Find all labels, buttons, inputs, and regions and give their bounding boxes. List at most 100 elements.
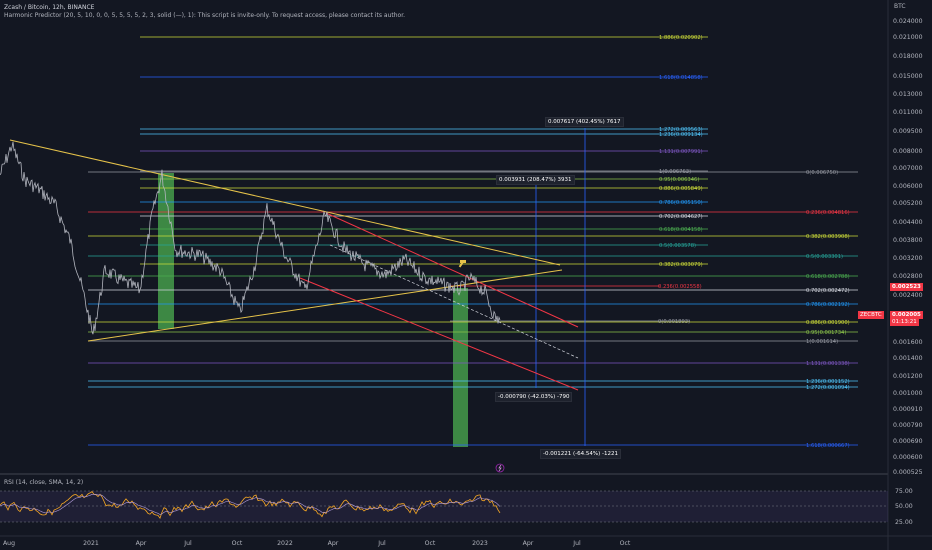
price-axis-tick: 0.007000	[893, 165, 923, 172]
time-axis-tick: 2022	[277, 540, 293, 547]
fib-right-label: 0.618(0.002788)	[806, 274, 850, 280]
fib-lines-left	[140, 36, 708, 265]
fib-left-label: 0.382(0.003079)	[659, 262, 703, 268]
fib-right-label: 1.272(0.001094)	[806, 385, 850, 391]
fib-lines-right	[88, 171, 858, 446]
fib-right-label: 0.702(0.002472)	[806, 288, 850, 294]
rsi-axis: 75.00 50.00 25.00	[895, 488, 913, 526]
price-axis-tick: 0.006000	[893, 183, 923, 190]
rsi-pane[interactable]	[0, 475, 888, 535]
price-axis-tick: 0.000600	[893, 454, 923, 461]
price-axis-tick: 0.000910	[893, 406, 923, 413]
fib-right-label: 0.236(0.004816)	[806, 210, 850, 216]
price-axis-tick: 0.015000	[893, 73, 923, 80]
measure-lines[interactable]	[535, 128, 586, 446]
time-axis-tick: Aug	[3, 540, 15, 547]
indicator-title: Harmonic Predictor (20, 5, 10, 0, 0, 5, …	[4, 12, 406, 19]
fib-right-label: 1.618(0.000667)	[806, 443, 850, 449]
fib-right-labels: 0(0.006750) 0.236(0.004816) 0.382(0.003908…	[806, 170, 850, 449]
time-axis-tick: 2021	[83, 540, 99, 547]
last-price-tag[interactable]: 0.002523	[890, 283, 923, 291]
fib-left-label: 1(0.006763)	[659, 169, 691, 175]
price-line[interactable]	[0, 141, 501, 335]
rsi-axis-tick: 25.00	[895, 519, 913, 526]
price-axis[interactable]: 0.024000 0.021000 0.018000 0.015000 0.013000…	[893, 18, 923, 476]
fib-left-label: 1.618(0.014858)	[659, 75, 703, 81]
price-axis-tick: 0.002400	[893, 292, 923, 299]
fib-left-label: 0.786(0.005150)	[659, 200, 703, 206]
fib-left-label: 1.886(0.020902)	[659, 35, 703, 41]
price-axis-tick: 0.011000	[893, 109, 923, 116]
price-axis-tick: 0.001200	[893, 373, 923, 380]
price-axis-tick: 0.009500	[893, 128, 923, 135]
fib-left-labels: 1.886(0.020902) 1.618(0.014858) 1.272(0.00…	[659, 35, 703, 268]
highlight-box-1[interactable]	[158, 173, 174, 329]
fib-right-label: 0.5(0.003301)	[806, 254, 843, 260]
time-axis-tick: Apr	[523, 540, 534, 547]
price-axis-tick: 0.024000	[893, 18, 923, 25]
time-axis-tick: Jul	[572, 540, 581, 547]
fib-left-label: 0.95(0.006346)	[659, 177, 699, 183]
lightning-icon[interactable]	[495, 463, 505, 473]
time-axis-tick: Apr	[136, 540, 147, 547]
fib-left-label: 0.618(0.004158)	[659, 227, 703, 233]
measure-label-1: 0.007617 (402.45%) 7617	[545, 117, 624, 127]
fib-left-label: 1.236(0.009134)	[659, 132, 703, 138]
fib-right-label: 0(0.006750)	[806, 170, 838, 176]
price-axis-tick: 0.013000	[893, 91, 923, 98]
price-axis-tick: 0.001600	[893, 339, 923, 346]
measure-label-4: -0.001221 (-64.54%) -1221	[540, 449, 621, 459]
price-axis-tick: 0.000790	[893, 422, 923, 429]
time-axis-tick: Oct	[620, 540, 631, 547]
current-price-tag[interactable]: 0.002005	[890, 311, 923, 319]
triangle-pattern[interactable]	[9, 139, 563, 342]
fib-mid-label: 0.236(0.002558)	[658, 284, 702, 290]
time-axis[interactable]: Aug 2021 Apr Jul Oct 2022 Apr Jul Oct 2023 Apr Jul O…	[3, 540, 631, 547]
fib-right-label: 0.382(0.003908)	[806, 234, 850, 240]
time-axis-tick: Jul	[183, 540, 192, 547]
time-axis-tick: Jul	[377, 540, 386, 547]
fib-left-label: 1.131(0.007991)	[659, 149, 703, 155]
rsi-title: RSI (14, close, SMA, 14, 2)	[4, 479, 84, 486]
price-axis-tick: 0.003800	[893, 237, 923, 244]
price-axis-tick: 0.000690	[893, 438, 923, 445]
chart-title: Zcash / Bitcoin, 12h, BINANCE	[4, 4, 95, 11]
fib-mid-label: 0(0.001893)	[658, 319, 690, 325]
fib-right-label: 1.131(0.001338)	[806, 361, 850, 367]
time-axis-tick: Oct	[425, 540, 436, 547]
price-axis-tick: 0.001000	[893, 390, 923, 397]
price-axis-tick: 0.008000	[893, 148, 923, 155]
rsi-axis-tick: 75.00	[895, 488, 913, 495]
symbol-tag[interactable]: ZECBTC	[858, 311, 884, 319]
fib-left-label: 0.5(0.003578)	[659, 243, 696, 249]
price-axis-tick: 0.005200	[893, 200, 923, 207]
rsi-axis-tick: 50.00	[895, 503, 913, 510]
time-axis-tick: Oct	[232, 540, 243, 547]
measure-label-3: -0.000790 (-42.03%) -790	[495, 392, 573, 402]
fib-right-label: 0.786(0.002192)	[806, 302, 850, 308]
price-axis-tick: 0.003200	[893, 255, 923, 262]
price-axis-tick: 0.002800	[893, 273, 923, 280]
rsi-sma-line[interactable]	[0, 493, 501, 515]
price-axis-tick: 0.000525	[893, 469, 923, 476]
fib-right-label: 1.236(0.001152)	[806, 379, 850, 385]
fib-left-label: 1.272(0.009563)	[659, 127, 703, 133]
fib-mid-labels: 0.236(0.002558) 0(0.001893)	[658, 284, 702, 325]
fib-right-label: 1(0.001614)	[806, 339, 838, 345]
price-axis-tick: 0.001400	[893, 355, 923, 362]
time-axis-tick: Apr	[328, 540, 339, 547]
price-axis-tick: 0.018000	[893, 53, 923, 60]
fib-left-label: 0.886(0.005849)	[659, 186, 703, 192]
rsi-band	[0, 491, 888, 522]
time-axis-tick: 2023	[472, 540, 488, 547]
fib-right-label: 0.886(0.001900)	[806, 320, 850, 326]
highlight-box-2[interactable]	[453, 288, 468, 447]
currency-label: BTC	[894, 3, 906, 10]
price-axis-tick: 0.004400	[893, 219, 923, 226]
measure-label-2: 0.003931 (208.47%) 3931	[496, 175, 575, 185]
countdown-tag: 01:13:21	[890, 318, 919, 326]
fib-left-label: 0.702(0.004627)	[659, 214, 703, 220]
price-axis-tick: 0.021000	[893, 34, 923, 41]
hammer-icon[interactable]	[458, 260, 466, 268]
